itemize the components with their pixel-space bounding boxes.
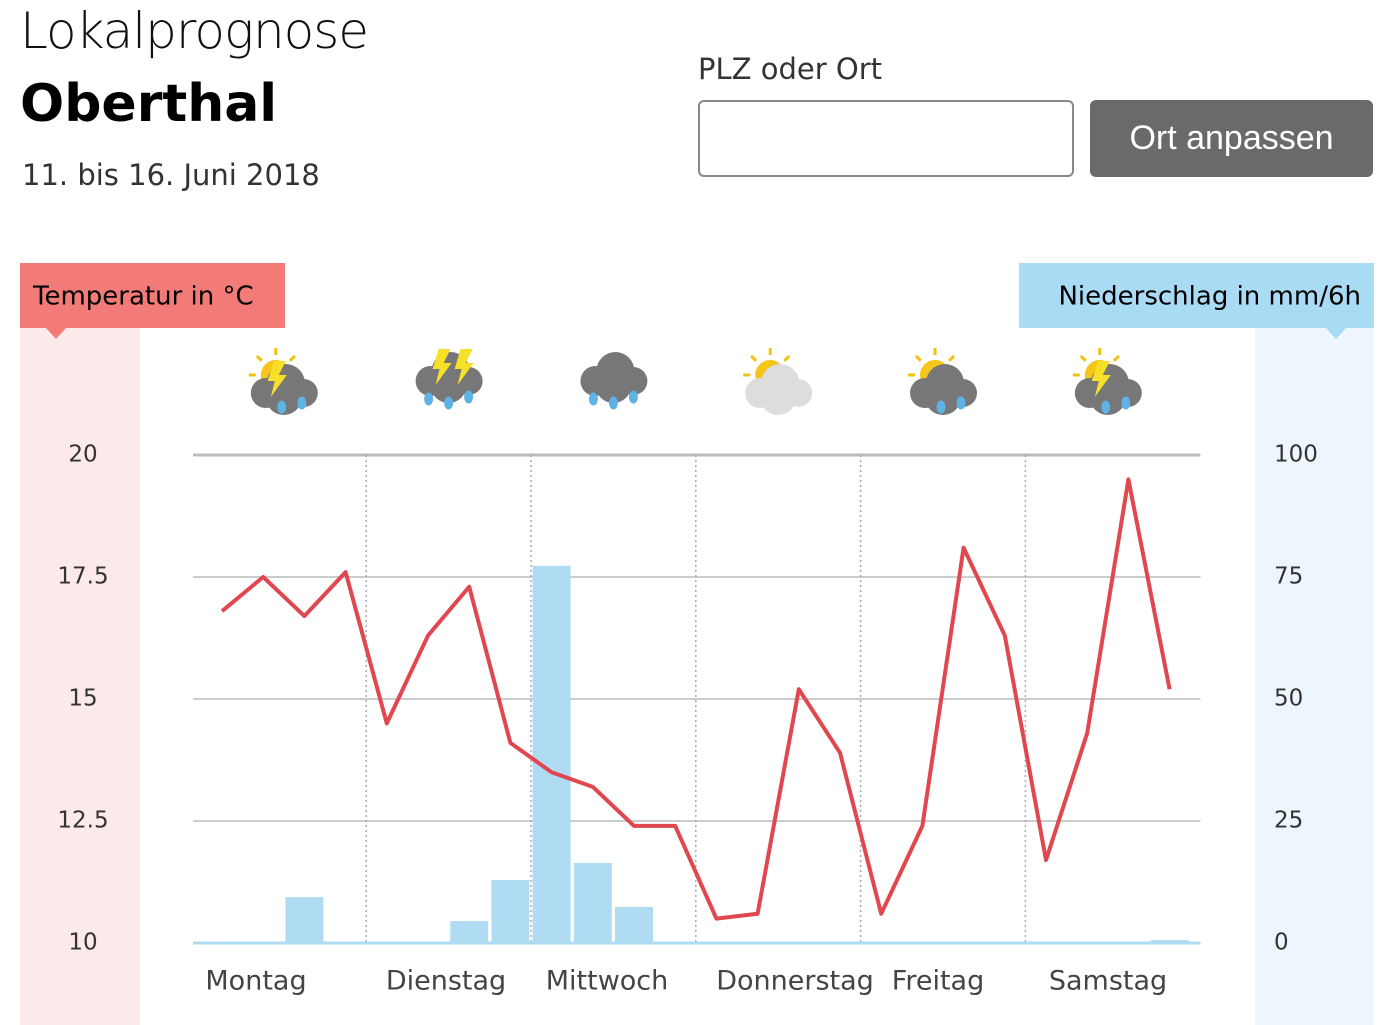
precip-bar <box>532 565 571 943</box>
raindrop <box>588 392 598 406</box>
day-label: Donnerstag <box>716 966 874 997</box>
search-input[interactable] <box>698 100 1074 177</box>
y2-tick-label: 50 <box>1274 686 1303 712</box>
sun-ray <box>255 354 263 362</box>
precip-label-box <box>1019 263 1374 328</box>
raindrop <box>628 390 638 404</box>
lightning <box>267 361 287 397</box>
lightning <box>1091 361 1111 397</box>
temp-label-box <box>20 263 285 328</box>
lightning <box>432 349 452 385</box>
left-band <box>20 328 140 1025</box>
y2-tick-label: 75 <box>1274 564 1303 590</box>
y-tick-label: 10 <box>68 930 97 956</box>
search-button[interactable]: Ort anpassen <box>1090 100 1373 177</box>
y2-tick-label: 0 <box>1274 930 1289 956</box>
day-label: Freitag <box>892 966 984 997</box>
y-tick-label: 20 <box>68 442 97 468</box>
precip-bar <box>1150 940 1189 943</box>
precip-bar <box>367 942 406 943</box>
sun-ray <box>750 354 758 362</box>
day-label: Mittwoch <box>546 966 669 997</box>
search-label: PLZ oder Ort <box>698 52 882 86</box>
lightning <box>454 349 474 385</box>
y2-tick-label: 25 <box>1274 808 1303 834</box>
raindrop <box>956 396 966 410</box>
precip-bar <box>985 942 1024 943</box>
weather-icon <box>1072 348 1142 415</box>
weather-icon <box>415 349 483 410</box>
weather-icon <box>248 348 318 415</box>
sun-ray <box>288 354 296 362</box>
precip-bar <box>615 906 653 943</box>
raindrop <box>464 390 474 404</box>
weather-icon <box>743 348 813 415</box>
temp-line <box>220 477 1172 921</box>
day-label: Dienstag <box>386 966 506 997</box>
cloud-puff <box>760 379 797 415</box>
y-tick-label: 17.5 <box>57 564 108 590</box>
precip-pointer <box>1326 328 1346 339</box>
sun-ray <box>783 354 791 362</box>
raindrop <box>444 396 454 410</box>
precip-bar <box>491 880 530 943</box>
y2-tick-label: 100 <box>1274 442 1318 468</box>
precip-bar <box>450 921 489 943</box>
sun-ray <box>1112 354 1120 362</box>
y-tick-label: 15 <box>68 686 97 712</box>
raindrop <box>277 400 287 414</box>
raindrop <box>1101 400 1111 414</box>
sun-ray <box>948 354 956 362</box>
cloud-puff <box>595 367 632 403</box>
sun-ray <box>914 354 922 362</box>
precip-axis-title: Niederschlag in mm/6h <box>1058 282 1361 312</box>
precip-bar <box>573 862 612 943</box>
raindrop <box>424 392 434 406</box>
raindrop <box>1121 396 1131 410</box>
precip-bar <box>944 942 983 943</box>
location-name: Oberthal <box>20 74 278 134</box>
sun-ray <box>1079 354 1087 362</box>
precip-bar <box>862 942 901 943</box>
temp-pointer <box>46 328 66 339</box>
y-tick-label: 12.5 <box>57 808 108 834</box>
temp-axis-title: Temperatur in °C <box>32 282 254 312</box>
right-band <box>1255 328 1374 1025</box>
precip-bar <box>285 897 324 943</box>
day-label: Samstag <box>1049 966 1167 997</box>
cloud-puff <box>925 379 961 415</box>
date-range: 11. bis 16. Juni 2018 <box>22 158 320 192</box>
raindrop <box>936 400 946 414</box>
weather-icon <box>908 348 977 415</box>
day-label: Montag <box>205 966 306 997</box>
page-title: Lokalprognose <box>20 2 369 60</box>
weather-icon <box>580 352 648 410</box>
raindrop <box>297 396 307 410</box>
raindrop <box>608 396 618 410</box>
